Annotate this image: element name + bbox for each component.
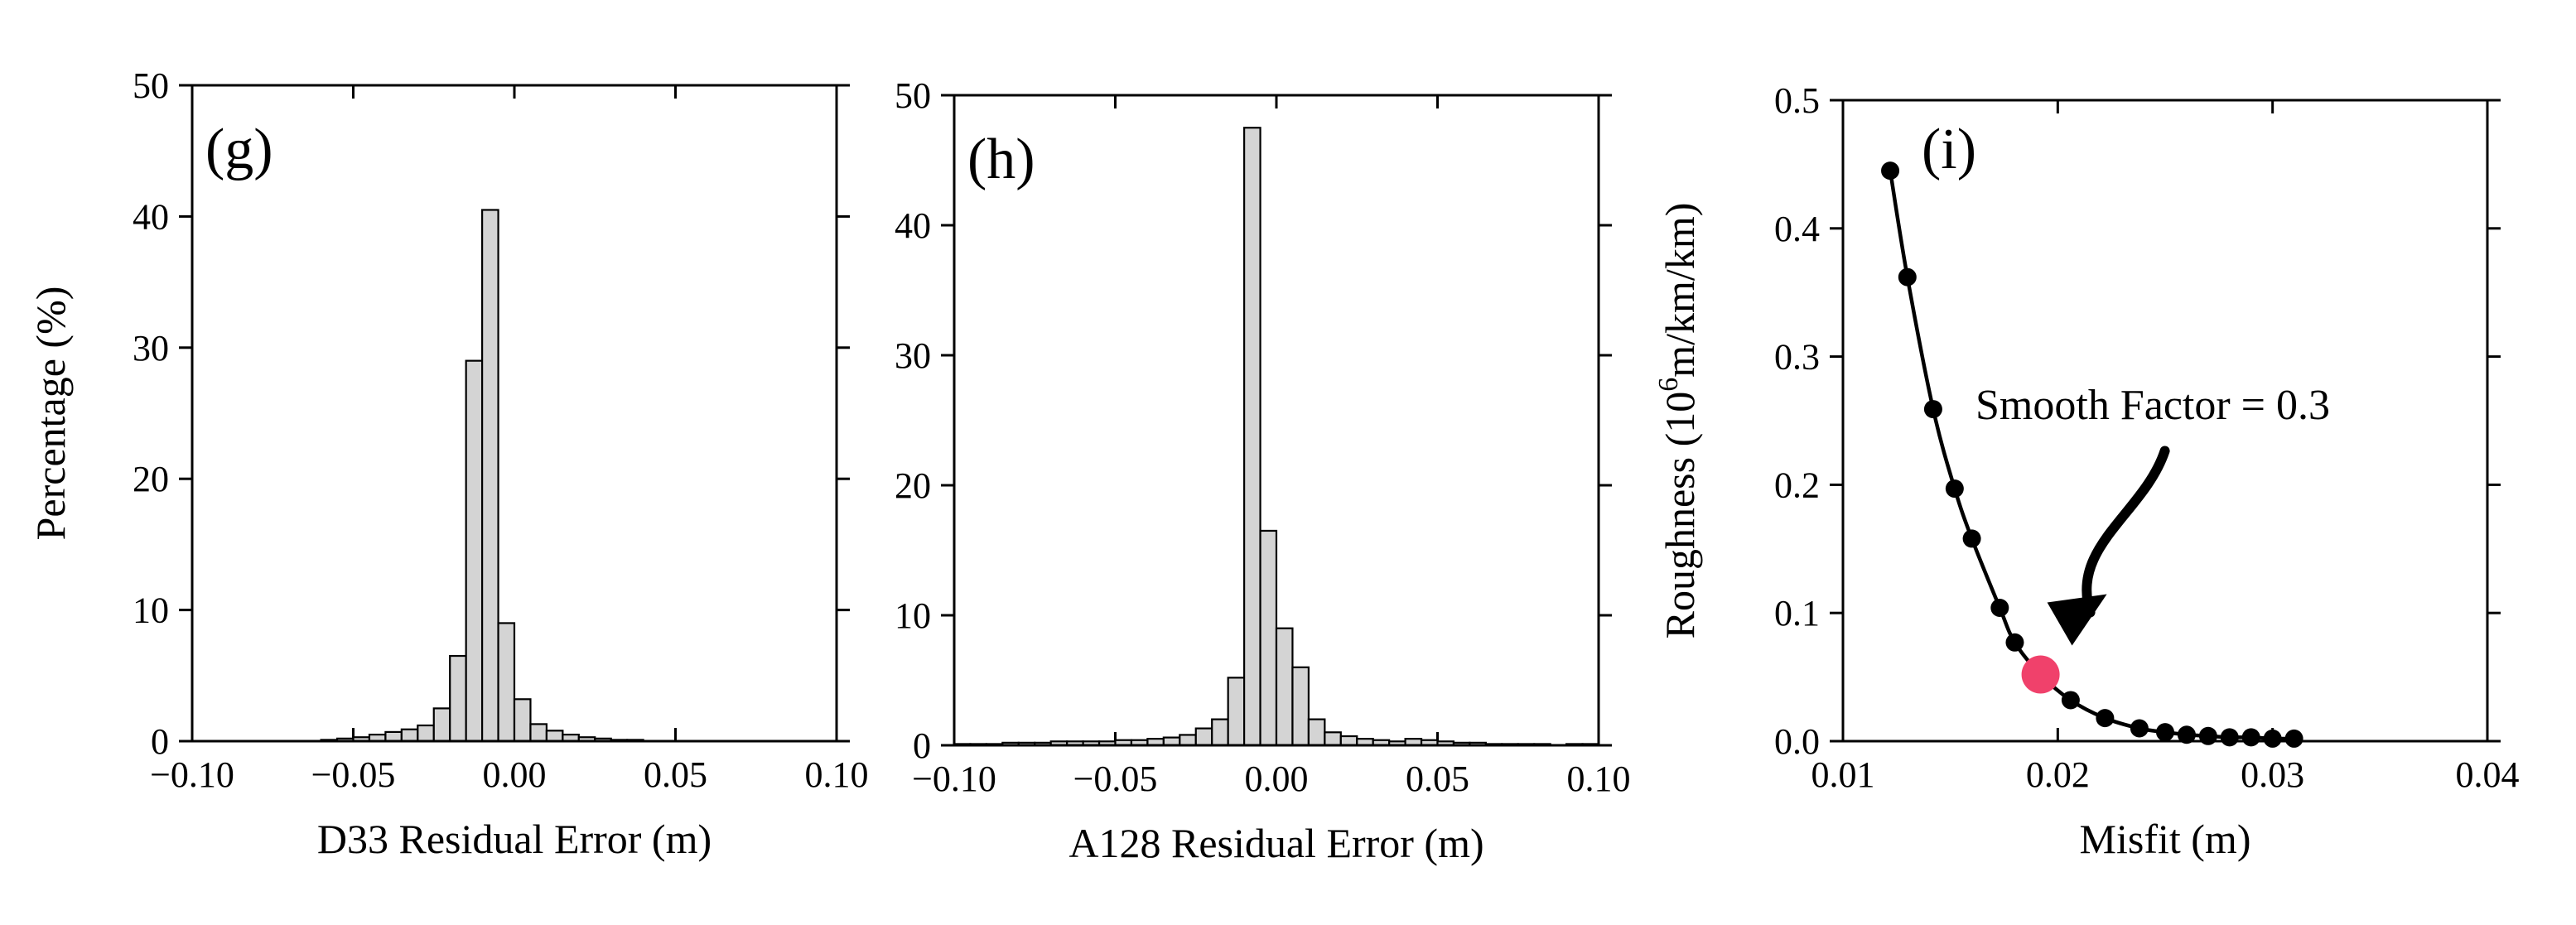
- lcurve-point: [2241, 728, 2260, 747]
- y-axis-label-superscript: 6: [1653, 378, 1684, 392]
- histogram-bar: [1211, 718, 1229, 747]
- lcurve-point: [2177, 725, 2196, 744]
- x-tick-label: −0.10: [912, 759, 996, 799]
- histogram-bar: [1307, 718, 1326, 747]
- annotation-arrow-shaft: [2082, 446, 2170, 618]
- panel-label: (g): [205, 118, 273, 181]
- histogram-bar: [545, 730, 564, 743]
- x-tick-label: 0.10: [805, 754, 869, 795]
- histogram-bar: [417, 724, 435, 743]
- x-tick-label: 0.00: [1245, 759, 1309, 799]
- lcurve-point: [1923, 400, 1942, 419]
- x-tick-label: −0.05: [1073, 759, 1158, 799]
- y-tick-label: 10: [895, 595, 931, 636]
- lcurve-line: [1888, 170, 2294, 741]
- histogram-bar: [497, 622, 516, 743]
- y-tick-label: 30: [133, 328, 169, 369]
- x-tick-label: 0.00: [483, 754, 547, 795]
- histogram-bar: [1259, 529, 1278, 747]
- x-tick-label: 0.04: [2456, 754, 2520, 795]
- y-axis-label-part: Roughness (10: [1657, 392, 1703, 639]
- x-tick-label: −0.10: [150, 754, 234, 795]
- lcurve-point: [2284, 729, 2303, 748]
- lcurve-point: [1898, 267, 1917, 287]
- x-tick-label: 0.05: [644, 754, 707, 795]
- y-axis-label-part: m/km/km): [1657, 203, 1703, 378]
- histogram-bar: [1324, 731, 1342, 747]
- x-axis-label: A128 Residual Error (m): [1069, 820, 1483, 866]
- panel-label: (i): [1922, 118, 1976, 181]
- y-tick-label: 40: [895, 205, 931, 246]
- y-tick-label: 0: [151, 721, 169, 762]
- y-tick-label: 0.4: [1774, 209, 1820, 249]
- y-tick-label: 20: [133, 459, 169, 499]
- plot-frame: [191, 84, 838, 743]
- y-tick-label: 0.0: [1774, 721, 1820, 762]
- x-tick-label: 0.03: [2241, 754, 2304, 795]
- panel-label: (h): [967, 128, 1035, 191]
- lcurve-point: [2096, 709, 2115, 728]
- histogram-panel-g: −0.10 −0.05 0.00 0.05 0.10 0 10 20 30 40 50 (g) D33 …: [27, 65, 869, 862]
- y-tick-label: 20: [895, 465, 931, 506]
- histogram-bar: [384, 730, 403, 743]
- histogram-panel-h: −0.10 −0.05 0.00 0.05 0.10 0 10 20 30 40 50 (h) A128…: [895, 75, 1631, 866]
- lcurve-point: [1990, 599, 2009, 618]
- histogram-bar: [400, 728, 419, 743]
- lcurve-point: [2220, 728, 2239, 747]
- histogram-bar: [1339, 735, 1358, 747]
- y-tick-label: 50: [133, 65, 169, 106]
- x-tick-label: 0.10: [1567, 759, 1631, 799]
- y-tick-label: 0.3: [1774, 337, 1820, 378]
- x-axis-label: D33 Residual Error (m): [317, 816, 712, 862]
- y-tick-label: 30: [895, 335, 931, 376]
- lcurve-point: [2061, 691, 2080, 710]
- y-axis-label: Roughness (106m/km/km): [1653, 203, 1703, 639]
- histogram-bar: [1275, 627, 1294, 747]
- y-axis-label: Percentage (%): [27, 287, 74, 541]
- optimal-point-marker: [2021, 655, 2060, 694]
- lcurve-point: [1962, 529, 1981, 548]
- y-tick-label: 0.2: [1774, 465, 1820, 505]
- histogram-bar: [1242, 127, 1261, 747]
- histogram-bar: [465, 359, 484, 743]
- lcurve-point: [2005, 633, 2024, 652]
- x-tick-label: 0.02: [2026, 754, 2090, 795]
- plot-frame: [1841, 99, 2489, 743]
- histogram-bar: [449, 654, 467, 743]
- y-tick-label: 0.5: [1774, 80, 1820, 121]
- annotation-text: Smooth Factor = 0.3: [1975, 382, 2330, 429]
- histogram-bar: [1179, 734, 1197, 747]
- histogram-bar: [513, 698, 532, 743]
- histogram-bar: [432, 707, 451, 743]
- lcurve-point: [2156, 723, 2174, 742]
- y-tick-label: 0.1: [1774, 593, 1820, 634]
- x-tick-label: −0.05: [311, 754, 396, 795]
- y-tick-label: 40: [133, 196, 169, 237]
- annotation-arrowhead: [2047, 594, 2107, 646]
- plot-frame: [953, 94, 1600, 747]
- lcurve-point: [1945, 479, 1964, 499]
- y-tick-label: 50: [895, 75, 931, 116]
- y-tick-label: 10: [133, 590, 169, 631]
- y-tick-label: 0: [913, 725, 931, 766]
- x-tick-label: 0.01: [1811, 754, 1875, 795]
- x-tick-label: 0.05: [1406, 759, 1469, 799]
- lcurve-point: [2263, 729, 2282, 748]
- histogram-bar: [1227, 677, 1246, 747]
- histogram-bar: [480, 209, 499, 743]
- x-axis-label: Misfit (m): [2080, 816, 2251, 862]
- histogram-bar: [1291, 666, 1310, 747]
- histogram-bar: [529, 723, 548, 743]
- lcurve-point: [1881, 161, 1900, 181]
- lcurve-point: [2130, 719, 2149, 738]
- lcurve-panel-i: 0.01 0.02 0.03 0.04 0.0 0.1 0.2 0.3 0.4 0.5 (i) Smo…: [1653, 80, 2520, 862]
- histogram-bar: [1194, 727, 1213, 747]
- lcurve-point: [2198, 726, 2217, 745]
